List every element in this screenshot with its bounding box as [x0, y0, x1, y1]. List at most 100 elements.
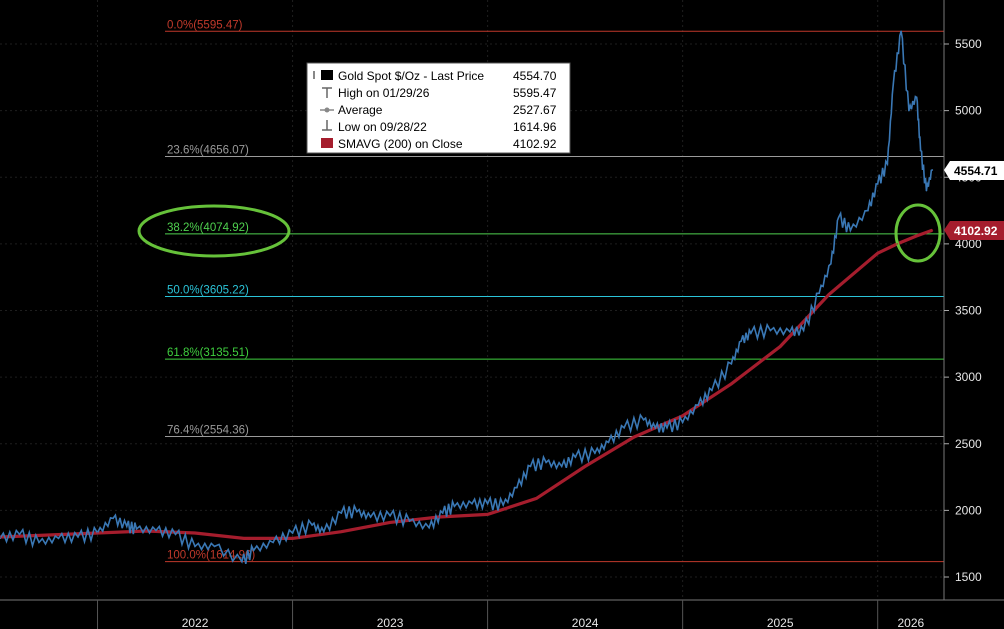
legend-row-4: SMAVG (200) on Close 4102.92: [321, 137, 557, 151]
price-point: [769, 329, 772, 332]
price-point: [931, 169, 934, 171]
legend-label-1: High on 01/29/26: [338, 86, 430, 100]
sma-point: [243, 537, 245, 540]
sma-point: [681, 414, 684, 417]
sma-point: [96, 532, 99, 534]
y-tick-label-5000: 5000: [955, 104, 982, 118]
black-square-icon-swatch: [321, 70, 333, 80]
price-point: [18, 533, 21, 536]
price-point: [560, 465, 563, 468]
legend-value-2: 2527.67: [513, 103, 557, 117]
sma-point: [340, 530, 343, 533]
sma-point: [931, 229, 934, 231]
price-point: [502, 504, 505, 506]
legend-label-3: Low on 09/28/22: [338, 120, 427, 134]
sma-point: [915, 235, 918, 237]
price-point: [908, 109, 910, 112]
fib-label-6: 100.0%(1614.96): [167, 550, 255, 562]
price-point: [77, 536, 79, 538]
price-point: [441, 512, 444, 514]
sma-price-tag-value: 4102.92: [954, 224, 998, 238]
price-point: [886, 163, 889, 165]
low-marker-icon: [322, 120, 332, 131]
price-point: [213, 545, 216, 548]
price-point: [740, 340, 742, 342]
price-point: [818, 292, 820, 294]
price-point: [750, 332, 752, 334]
high-marker-icon: [322, 87, 332, 98]
price-point: [900, 30, 902, 33]
sma-point: [896, 243, 898, 245]
price-point: [408, 520, 411, 522]
red-square-icon: [321, 138, 333, 148]
price-point: [837, 216, 840, 219]
price-point: [38, 541, 40, 544]
price-point: [802, 329, 805, 332]
last-price-tag-value: 4554.71: [954, 164, 998, 178]
price-point: [291, 532, 294, 534]
price-point: [241, 560, 243, 563]
sma-point: [584, 465, 586, 468]
price-point: [112, 517, 114, 520]
price-point: [925, 189, 928, 192]
sma-point: [389, 521, 391, 524]
price-point: [623, 426, 625, 429]
price-point: [666, 426, 668, 429]
legend-row-1: High on 01/29/26 5595.47: [322, 86, 557, 100]
sma-point: [535, 497, 538, 500]
price-point: [867, 209, 869, 212]
price-point: [529, 465, 532, 468]
price-point: [311, 524, 313, 526]
price-point: [194, 545, 196, 548]
price-point: [0, 537, 1, 540]
price-point: [892, 83, 895, 85]
price-point: [919, 149, 922, 152]
price-point: [681, 421, 684, 424]
sma-point: [876, 252, 879, 255]
black-square-icon: [313, 71, 315, 79]
sma-point: [730, 382, 733, 385]
legend-label-0: Gold Spot $/Oz - Last Price: [338, 69, 484, 83]
price-point: [389, 514, 391, 517]
price-point: [574, 456, 577, 458]
legend-row-3: Low on 09/28/22 1614.96: [322, 120, 557, 134]
fib-382-highlight-circle: [137, 204, 291, 258]
fib-label-2: 38.2%(4074.92): [167, 222, 249, 234]
y-tick-label-1500: 1500: [955, 570, 982, 584]
y-tick-label-2000: 2000: [955, 503, 982, 517]
fib-label-1: 23.6%(4656.07): [167, 144, 249, 156]
legend-label-4: SMAVG (200) on Close: [338, 137, 463, 151]
price-points: [0, 30, 934, 563]
price-point: [486, 502, 489, 505]
price-point: [356, 510, 358, 513]
last-price-tag: 4554.71: [944, 161, 1004, 180]
price-point: [155, 529, 157, 532]
price-point: [607, 441, 610, 444]
price-point: [730, 363, 733, 365]
legend-row-0: Gold Spot $/Oz - Last Price 4554.70: [313, 69, 557, 83]
price-point: [915, 96, 918, 99]
price-point: [125, 525, 128, 528]
y-tick-label-4000: 4000: [955, 237, 982, 251]
sma-point: [633, 436, 635, 438]
price-point: [428, 526, 430, 529]
price-point: [471, 502, 473, 505]
price-point: [369, 516, 372, 518]
sma-point: [291, 537, 294, 540]
x-axis: 2022 2023 2024 2025 2026: [97, 600, 925, 629]
sma-point: [438, 516, 440, 518]
y-tick-label-5500: 5500: [955, 37, 982, 51]
price-point: [340, 512, 343, 514]
price-point: [594, 452, 596, 454]
x-tick-label-2025: 2025: [767, 616, 794, 629]
sma-touch-highlight-circle: [894, 203, 942, 263]
sma-point: [779, 345, 781, 348]
price-point: [642, 418, 645, 421]
price-point: [789, 331, 791, 333]
legend: Gold Spot $/Oz - Last Price 4554.70 High…: [306, 62, 571, 154]
legend-label-2: Average: [338, 103, 383, 117]
price-point: [697, 404, 700, 406]
price-point: [252, 549, 255, 552]
sma-points: [0, 229, 934, 540]
price-point: [849, 229, 852, 232]
